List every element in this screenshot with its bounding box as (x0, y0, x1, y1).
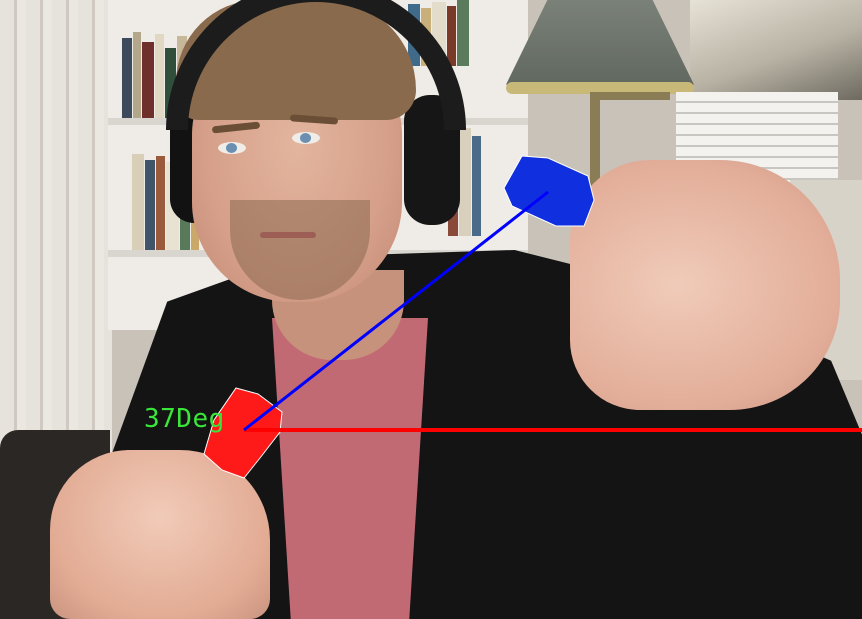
shirt (272, 318, 428, 619)
left-eye (218, 142, 246, 154)
wall-painting (690, 0, 862, 100)
angle-readout: 37Deg (144, 404, 225, 434)
right-eye (292, 132, 320, 144)
marker-tracking-line (243, 190, 549, 432)
lamp-post (590, 92, 600, 202)
lamp-rim (506, 82, 694, 94)
left-hand (50, 450, 270, 619)
red-marker-cap-icon (203, 387, 283, 479)
lamp-arm (590, 92, 670, 100)
right-hand (570, 160, 840, 410)
mouth (260, 232, 316, 238)
